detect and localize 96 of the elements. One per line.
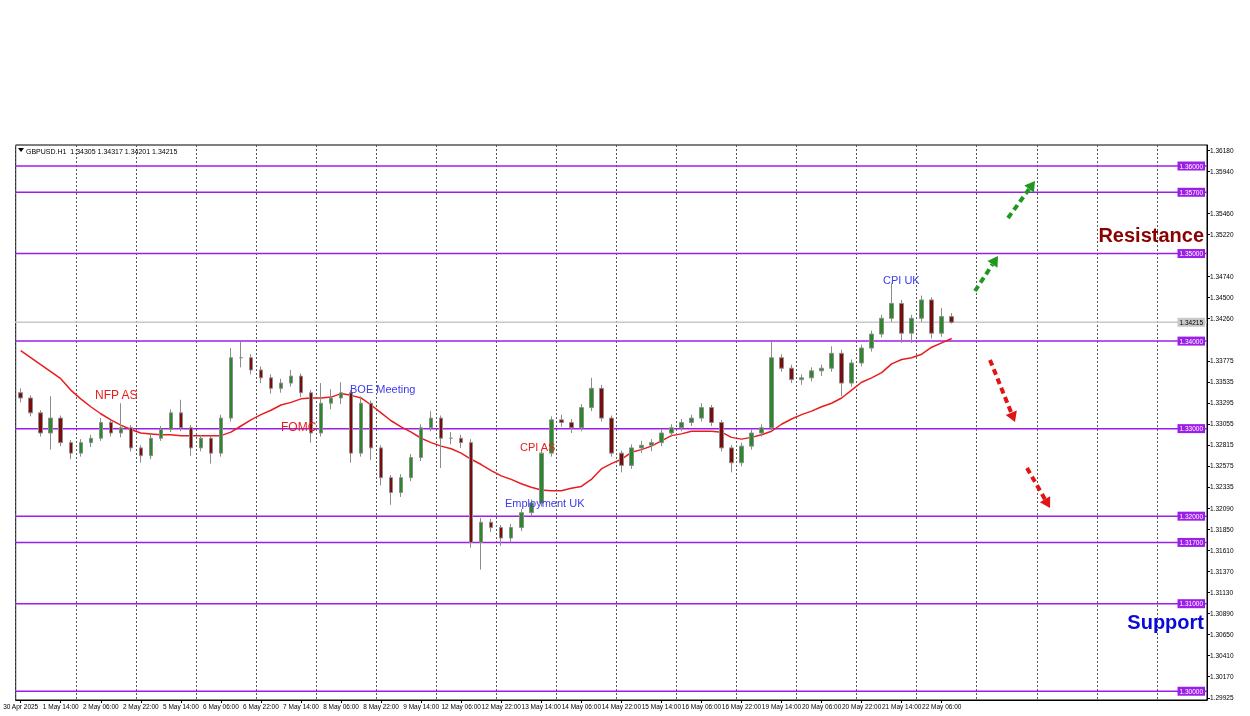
candlestick: [689, 414, 694, 427]
candlestick: [919, 295, 924, 323]
candlestick: [929, 296, 934, 339]
candlestick: [699, 402, 704, 423]
candlestick: [38, 409, 43, 438]
candlestick: [789, 364, 794, 384]
candlestick: [279, 378, 283, 394]
candlestick: [639, 440, 644, 454]
candlestick: [449, 431, 453, 445]
candlestick: [429, 410, 433, 432]
candlestick: [649, 438, 654, 452]
candlestick: [369, 400, 373, 461]
candlestick: [869, 330, 874, 353]
annotation: BOE Meeting: [350, 382, 416, 395]
candlestick: [749, 429, 754, 451]
candlestick: [519, 508, 524, 532]
candlestick: [379, 444, 383, 487]
candlestick: [739, 442, 744, 467]
candlestick: [499, 524, 503, 547]
line-series: [19, 337, 953, 492]
candlestick: [18, 387, 23, 403]
candlestick: [239, 341, 243, 368]
candlestick: [199, 434, 203, 452]
candlestick: [949, 312, 954, 325]
candlestick: [149, 434, 153, 460]
candlestick: [729, 444, 734, 473]
candlestick: [819, 364, 824, 377]
candlestick: [179, 399, 183, 432]
candlestick: [329, 388, 333, 410]
candlestick: [899, 299, 904, 344]
candlestick: [299, 372, 303, 398]
candlestick: [109, 419, 113, 438]
candlestick: [129, 424, 133, 452]
candlestick: [459, 434, 463, 449]
candlestick: [849, 358, 854, 388]
candlestick: [579, 403, 584, 432]
candlestick: [119, 402, 123, 438]
candlestick: [599, 384, 604, 423]
candlestick: [229, 347, 233, 423]
candlestick: [249, 353, 253, 375]
candlestick: [479, 517, 483, 571]
candlestick: [839, 349, 844, 397]
annotation: Resistance: [1098, 224, 1205, 246]
candlestick: [28, 394, 33, 417]
annotation: NFP AS: [95, 388, 138, 402]
candlestick: [419, 423, 423, 462]
candlestick: [159, 425, 163, 442]
candlestick: [709, 404, 714, 427]
candlestick: [559, 414, 564, 428]
candlestick: [859, 344, 864, 367]
candlestick: [779, 353, 784, 373]
candlestick: [629, 443, 634, 470]
candlestick: [58, 415, 63, 447]
candlestick: [909, 314, 914, 344]
candlestick: [169, 408, 173, 433]
annotation: Support: [1127, 611, 1205, 633]
candlestick: [609, 415, 614, 458]
candlestick: [189, 424, 193, 457]
candlestick: [589, 377, 594, 412]
candlestick: [389, 474, 393, 506]
candlestick: [679, 418, 684, 432]
candlestick: [89, 434, 93, 448]
candlestick: [139, 444, 143, 464]
candlestick: [339, 381, 343, 405]
candlestick: [69, 439, 73, 460]
candlestick: [99, 417, 103, 442]
candlestick: [489, 518, 493, 533]
candlestick: [469, 438, 473, 549]
candlestick: [659, 429, 664, 447]
candlestick: [939, 307, 944, 338]
candlestick: [669, 423, 674, 438]
candlestick: [269, 373, 273, 395]
candlestick: [809, 366, 814, 382]
candlestick: [289, 369, 293, 388]
candlestick: [349, 389, 353, 464]
candlestick: [619, 450, 624, 473]
candlestick: [829, 345, 834, 373]
candlestick: [219, 414, 223, 458]
candlestick: [799, 373, 804, 386]
candlestick: [409, 453, 413, 482]
candlestick: [879, 314, 884, 339]
candlestick: [48, 395, 53, 451]
candlestick: [509, 523, 513, 543]
candlestick: [359, 395, 363, 458]
annotation: CPI UK: [883, 273, 921, 286]
candlestick: [569, 418, 574, 434]
candlestick: [399, 473, 403, 498]
candlestick: [889, 282, 894, 323]
candlestick: [79, 438, 83, 458]
candlestick: [769, 341, 774, 432]
candlestick: [319, 382, 323, 438]
candlestick: [209, 435, 213, 465]
candlestick: [759, 423, 764, 438]
candlestick: [719, 419, 724, 452]
candlestick: [439, 415, 443, 469]
candlestick: [259, 365, 263, 384]
